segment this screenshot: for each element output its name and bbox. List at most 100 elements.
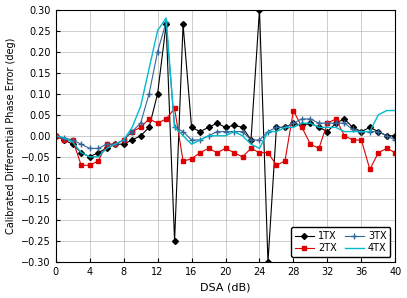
4TX <box>181 134 186 138</box>
4TX <box>368 130 372 134</box>
3TX <box>342 121 347 125</box>
2TX <box>300 125 304 129</box>
3TX <box>206 134 211 138</box>
1TX <box>130 138 135 142</box>
2TX <box>121 138 126 142</box>
4TX <box>342 130 347 134</box>
2TX <box>359 138 364 142</box>
1TX <box>384 134 389 138</box>
3TX <box>121 138 126 142</box>
Line: 4TX: 4TX <box>56 18 395 157</box>
4TX <box>300 121 304 125</box>
2TX <box>130 130 135 134</box>
2TX <box>240 155 245 159</box>
4TX <box>138 105 143 108</box>
4TX <box>257 147 262 150</box>
3TX <box>172 125 177 129</box>
2TX <box>181 159 186 163</box>
4TX <box>240 134 245 138</box>
1TX <box>147 125 151 129</box>
2TX <box>325 121 330 125</box>
1TX <box>70 142 75 146</box>
2TX <box>164 117 168 121</box>
3TX <box>274 125 279 129</box>
1TX <box>79 151 83 154</box>
1TX <box>368 125 372 129</box>
1TX <box>121 142 126 146</box>
2TX <box>384 147 389 150</box>
1TX <box>104 147 109 150</box>
4TX <box>376 113 381 117</box>
1TX <box>214 121 219 125</box>
4TX <box>308 121 313 125</box>
3TX <box>155 50 160 53</box>
2TX <box>308 142 313 146</box>
1TX <box>155 92 160 95</box>
3TX <box>265 130 270 134</box>
4TX <box>198 138 203 142</box>
4TX <box>333 125 338 129</box>
4TX <box>274 130 279 134</box>
4TX <box>393 109 398 112</box>
2TX <box>198 151 203 154</box>
3TX <box>104 142 109 146</box>
2TX <box>62 138 67 142</box>
2TX <box>189 157 194 161</box>
4TX <box>164 16 168 20</box>
Line: 3TX: 3TX <box>53 19 398 151</box>
4TX <box>282 125 287 129</box>
4TX <box>265 130 270 134</box>
3TX <box>359 130 364 134</box>
3TX <box>325 121 330 125</box>
3TX <box>240 130 245 134</box>
4TX <box>206 134 211 138</box>
4TX <box>87 155 92 159</box>
1TX <box>232 123 236 127</box>
1TX <box>393 134 398 138</box>
1TX <box>206 125 211 129</box>
3TX <box>189 138 194 142</box>
1TX <box>257 8 262 11</box>
1TX <box>350 125 355 129</box>
3TX <box>376 130 381 134</box>
3TX <box>62 136 67 140</box>
1TX <box>317 125 322 129</box>
2TX <box>53 134 58 138</box>
2TX <box>147 117 151 121</box>
4TX <box>223 134 228 138</box>
3TX <box>393 138 398 142</box>
3TX <box>164 20 168 24</box>
3TX <box>70 138 75 142</box>
2TX <box>87 164 92 167</box>
Line: 1TX: 1TX <box>54 7 397 264</box>
1TX <box>113 142 118 146</box>
1TX <box>189 125 194 129</box>
2TX <box>249 147 254 150</box>
1TX <box>172 239 177 243</box>
2TX <box>282 159 287 163</box>
3TX <box>249 138 254 142</box>
3TX <box>223 130 228 134</box>
3TX <box>181 130 186 134</box>
4TX <box>249 142 254 146</box>
2TX <box>393 151 398 154</box>
2TX <box>257 151 262 154</box>
2TX <box>206 147 211 150</box>
4TX <box>172 125 177 129</box>
1TX <box>282 125 287 129</box>
2TX <box>350 138 355 142</box>
4TX <box>62 136 67 140</box>
1TX <box>249 138 254 142</box>
1TX <box>342 117 347 121</box>
3TX <box>198 138 203 142</box>
4TX <box>104 147 109 150</box>
3TX <box>138 121 143 125</box>
3TX <box>317 121 322 125</box>
4TX <box>291 125 296 129</box>
4TX <box>113 142 118 146</box>
4TX <box>121 138 126 142</box>
3TX <box>308 117 313 121</box>
1TX <box>325 130 330 134</box>
3TX <box>87 147 92 150</box>
3TX <box>130 130 135 134</box>
